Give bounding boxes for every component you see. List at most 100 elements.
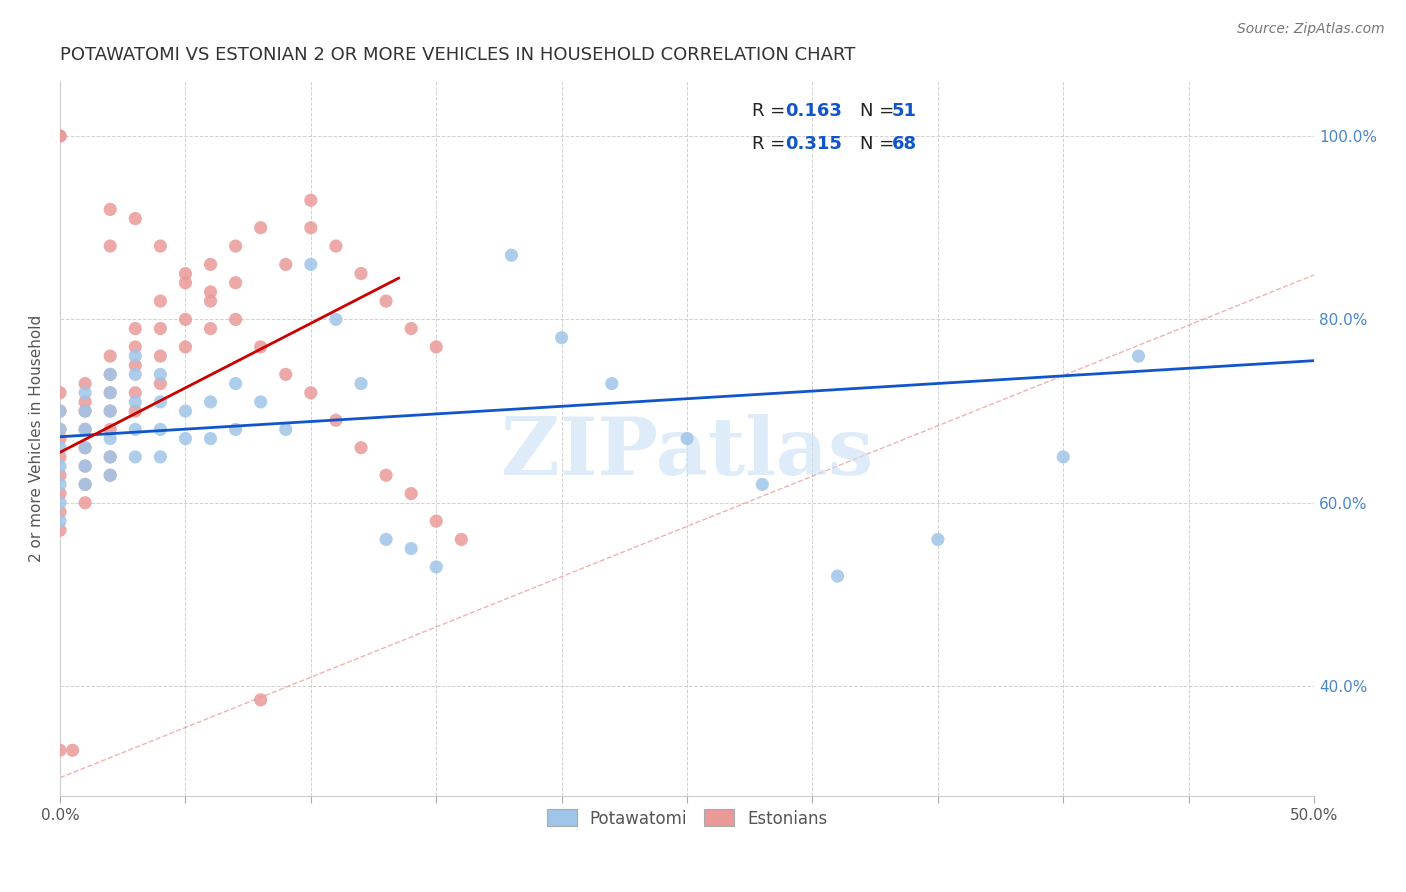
Text: R =: R = [752, 102, 792, 120]
Point [299, 385, 322, 400]
Point [174, 267, 197, 281]
Point [49, 468, 72, 483]
Point [225, 422, 247, 436]
Point [98, 368, 121, 382]
Text: ZIPatlas: ZIPatlas [501, 414, 873, 491]
Point [676, 432, 699, 446]
Point [75, 459, 97, 474]
Point [751, 477, 773, 491]
Point [49, 432, 72, 446]
Point [49, 129, 72, 144]
Point [375, 294, 398, 309]
Point [75, 459, 97, 474]
Point [75, 422, 97, 436]
Point [124, 340, 146, 354]
Point [174, 432, 197, 446]
Point [49, 385, 72, 400]
Point [124, 211, 146, 226]
Point [350, 376, 373, 391]
Point [98, 202, 121, 217]
Text: Source: ZipAtlas.com: Source: ZipAtlas.com [1237, 22, 1385, 37]
Point [325, 413, 347, 427]
Point [274, 257, 297, 271]
Point [49, 743, 72, 757]
Point [124, 422, 146, 436]
Point [149, 368, 172, 382]
Point [200, 294, 222, 309]
Point [225, 276, 247, 290]
Point [124, 404, 146, 418]
Text: R =: R = [752, 135, 792, 153]
Point [75, 477, 97, 491]
Point [299, 220, 322, 235]
Point [75, 441, 97, 455]
Point [98, 450, 121, 464]
Point [450, 533, 472, 547]
Point [49, 514, 72, 528]
Point [501, 248, 523, 262]
Point [325, 312, 347, 326]
Point [49, 404, 72, 418]
Point [75, 404, 97, 418]
Point [249, 340, 271, 354]
Point [124, 450, 146, 464]
Point [49, 459, 72, 474]
Point [75, 395, 97, 409]
Point [98, 468, 121, 483]
Point [75, 385, 97, 400]
Point [62, 743, 84, 757]
Point [98, 432, 121, 446]
Text: 0.163: 0.163 [785, 102, 842, 120]
Point [98, 349, 121, 363]
Point [149, 376, 172, 391]
Point [49, 523, 72, 537]
Point [75, 496, 97, 510]
Point [350, 267, 373, 281]
Point [149, 395, 172, 409]
Point [98, 239, 121, 253]
Point [249, 395, 271, 409]
Legend: Potawatomi, Estonians: Potawatomi, Estonians [540, 803, 834, 834]
Point [399, 541, 422, 556]
Point [49, 422, 72, 436]
Point [174, 404, 197, 418]
Point [75, 441, 97, 455]
Point [1128, 349, 1150, 363]
Point [225, 312, 247, 326]
Point [98, 385, 121, 400]
Point [49, 441, 72, 455]
Point [149, 450, 172, 464]
Point [200, 432, 222, 446]
Point [550, 331, 572, 345]
Point [98, 385, 121, 400]
Text: N =: N = [860, 135, 900, 153]
Point [124, 321, 146, 335]
Point [600, 376, 623, 391]
Point [200, 395, 222, 409]
Point [174, 340, 197, 354]
Point [399, 321, 422, 335]
Point [124, 395, 146, 409]
Point [49, 496, 72, 510]
Point [98, 404, 121, 418]
Point [98, 468, 121, 483]
Point [274, 422, 297, 436]
Point [149, 422, 172, 436]
Point [274, 368, 297, 382]
Point [200, 285, 222, 299]
Text: POTAWATOMI VS ESTONIAN 2 OR MORE VEHICLES IN HOUSEHOLD CORRELATION CHART: POTAWATOMI VS ESTONIAN 2 OR MORE VEHICLE… [60, 46, 855, 64]
Point [98, 368, 121, 382]
Point [98, 422, 121, 436]
Point [149, 294, 172, 309]
Point [149, 349, 172, 363]
Point [425, 340, 447, 354]
Point [124, 358, 146, 372]
Point [49, 505, 72, 519]
Point [149, 321, 172, 335]
Point [299, 257, 322, 271]
Point [399, 486, 422, 500]
Point [225, 376, 247, 391]
Point [98, 450, 121, 464]
Point [49, 422, 72, 436]
Point [75, 477, 97, 491]
